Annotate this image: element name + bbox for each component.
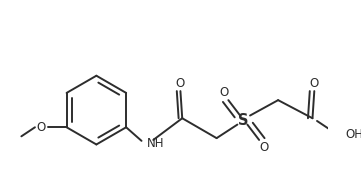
Text: NH: NH (147, 137, 165, 150)
Text: O: O (37, 121, 46, 134)
Text: S: S (239, 113, 249, 128)
Text: O: O (259, 141, 268, 154)
Text: OH: OH (345, 128, 361, 141)
Text: O: O (219, 86, 229, 99)
Text: O: O (310, 77, 319, 90)
Text: O: O (176, 77, 185, 90)
